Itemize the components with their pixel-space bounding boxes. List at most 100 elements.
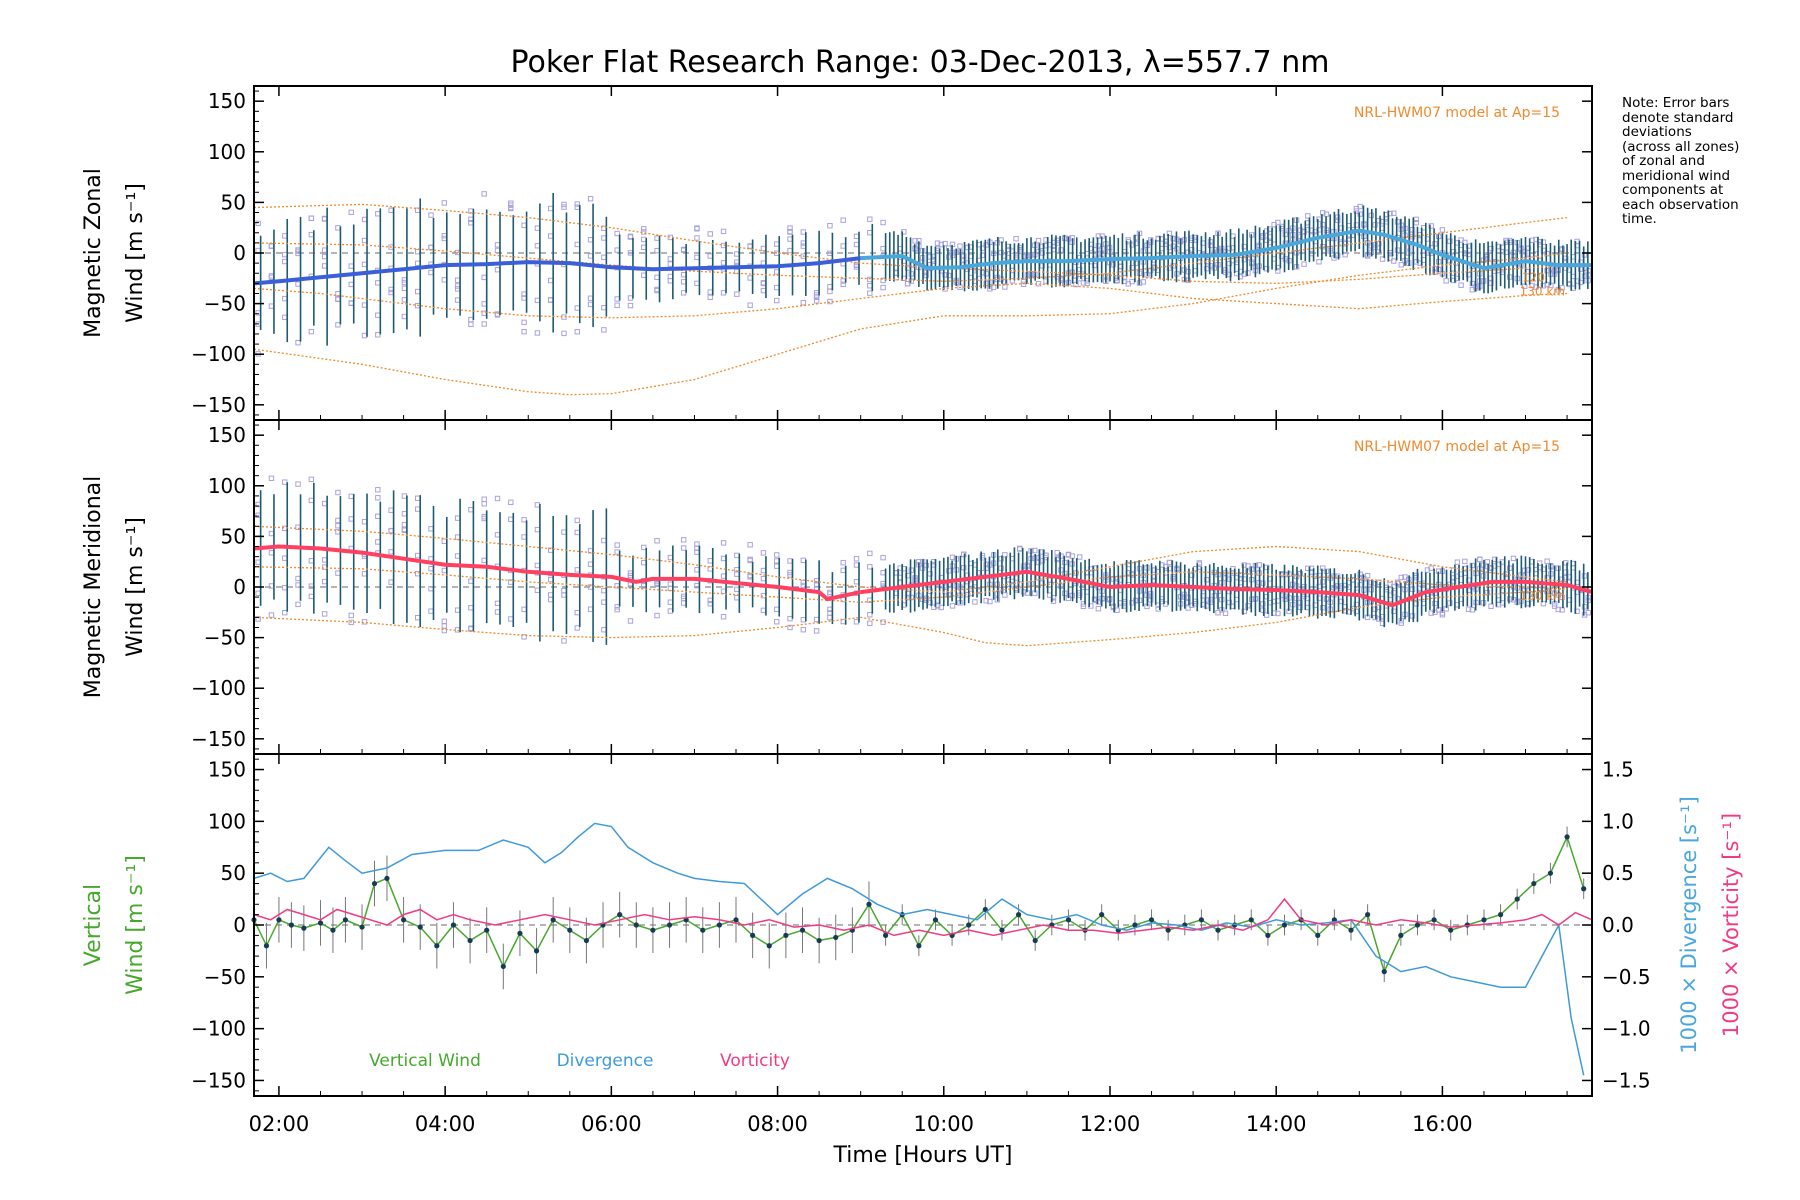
zone-sample: [641, 236, 647, 243]
model-curve: [253, 525, 1568, 593]
zone-sample: [308, 497, 315, 504]
zone-sample: [1469, 562, 1476, 569]
zone-sample: [308, 593, 315, 600]
y-tick-label: −100: [191, 676, 246, 700]
zone-sample: [867, 276, 873, 283]
zone-sample: [454, 607, 461, 613]
zone-sample: [1372, 222, 1378, 228]
chart-title: Poker Flat Research Range: 03-Dec-2013, …: [511, 45, 1330, 80]
legend-entry: Vorticity: [720, 1051, 790, 1071]
zone-sample: [494, 266, 501, 273]
zone-sample: [627, 295, 634, 301]
zone-sample: [1013, 236, 1019, 242]
vertical-wind-point: [550, 917, 556, 923]
vertical-wind-point: [317, 920, 324, 926]
zone-sample: [494, 600, 501, 607]
zone-sample: [1058, 277, 1064, 283]
y-tick-label: −50: [204, 965, 246, 989]
zone-sample: [587, 606, 594, 612]
zone-sample: [361, 332, 368, 339]
zone-sample: [1305, 213, 1311, 219]
zone-sample: [774, 619, 780, 625]
y-tick-label: 100: [208, 140, 246, 164]
zone-sample: [1241, 608, 1247, 615]
zone-sample: [938, 241, 944, 248]
zone-sample: [321, 263, 328, 269]
panel-vertical: [251, 753, 1593, 1097]
zone-sample: [614, 296, 620, 302]
zone-sample: [1035, 237, 1042, 244]
zone-sample: [508, 616, 514, 622]
vertical-wind-point: [783, 932, 789, 938]
zone-sample: [481, 301, 487, 307]
zone-sample: [1540, 600, 1547, 607]
zone-sample: [1020, 281, 1027, 288]
zone-sample: [720, 588, 727, 594]
zone-sample: [840, 567, 846, 574]
y-tick-label: 150: [208, 758, 246, 782]
vertical-wind-point: [1547, 870, 1554, 876]
y-tick-label: 100: [208, 809, 246, 833]
zone-sample: [1484, 252, 1490, 258]
zone-sample: [1095, 233, 1102, 239]
zone-sample: [1394, 247, 1401, 253]
zone-sample: [787, 236, 793, 242]
zone-sample: [734, 586, 740, 593]
zone-sample: [946, 254, 952, 260]
zone-sample: [1555, 606, 1562, 613]
zone-sample: [268, 273, 275, 279]
zone-sample: [1469, 280, 1476, 287]
note-line: each observation: [1622, 196, 1739, 213]
vertical-wind-point: [1132, 922, 1138, 928]
zone-sample: [481, 557, 487, 564]
zone-sample: [601, 235, 607, 241]
zone-sample: [734, 571, 740, 577]
zone-sample: [1133, 260, 1139, 267]
zone-sample: [1316, 259, 1322, 265]
zone-sample: [587, 253, 594, 259]
zone-sample: [990, 284, 997, 291]
y-tick-label: 50: [221, 190, 246, 214]
zone-sample: [800, 617, 807, 623]
zone-sample: [1065, 551, 1072, 558]
zone-sample: [415, 506, 421, 512]
zone-sample: [867, 612, 873, 618]
zone-sample: [1544, 558, 1550, 564]
x-tick-label: 04:00: [415, 1112, 476, 1136]
vertical-wind-point: [716, 922, 722, 928]
zone-sample: [1357, 575, 1363, 581]
vertical-wind-point: [417, 924, 423, 930]
zone-sample: [1581, 573, 1588, 579]
zone-sample: [1454, 559, 1461, 565]
zone-sample: [1507, 596, 1513, 602]
zone-sample: [508, 516, 514, 523]
vertical-wind-point: [330, 927, 336, 933]
zone-sample: [508, 202, 514, 208]
zone-sample: [255, 220, 261, 227]
zone-sample: [983, 280, 989, 287]
zone-sample: [853, 579, 860, 585]
vertical-wind-point: [916, 943, 922, 949]
zone-sample: [912, 238, 918, 244]
right-axis-label-vorticity: 1000 × Vorticity [s⁻¹]: [1719, 813, 1743, 1037]
zone-sample: [1095, 251, 1102, 257]
zone-sample: [547, 233, 554, 239]
zone-sample: [574, 329, 580, 335]
zone-sample: [1058, 583, 1064, 589]
zone-sample: [747, 574, 753, 580]
legend-entry: Vertical Wind: [369, 1051, 481, 1071]
zone-sample: [1488, 603, 1494, 609]
zone-sample: [1058, 247, 1064, 253]
zone-sample: [1196, 560, 1203, 566]
zone-sample: [720, 540, 727, 546]
zone-sample: [1020, 589, 1027, 595]
right-tick-label: −1.0: [1602, 1017, 1651, 1041]
zone-sample: [1095, 243, 1102, 249]
model-curve: [253, 588, 1568, 647]
zone-sample: [946, 592, 952, 598]
zone-sample: [375, 211, 381, 217]
zone-sample: [335, 523, 341, 529]
zone-sample: [1320, 565, 1326, 571]
zone-sample: [680, 279, 687, 285]
zone-sample: [1559, 246, 1565, 252]
